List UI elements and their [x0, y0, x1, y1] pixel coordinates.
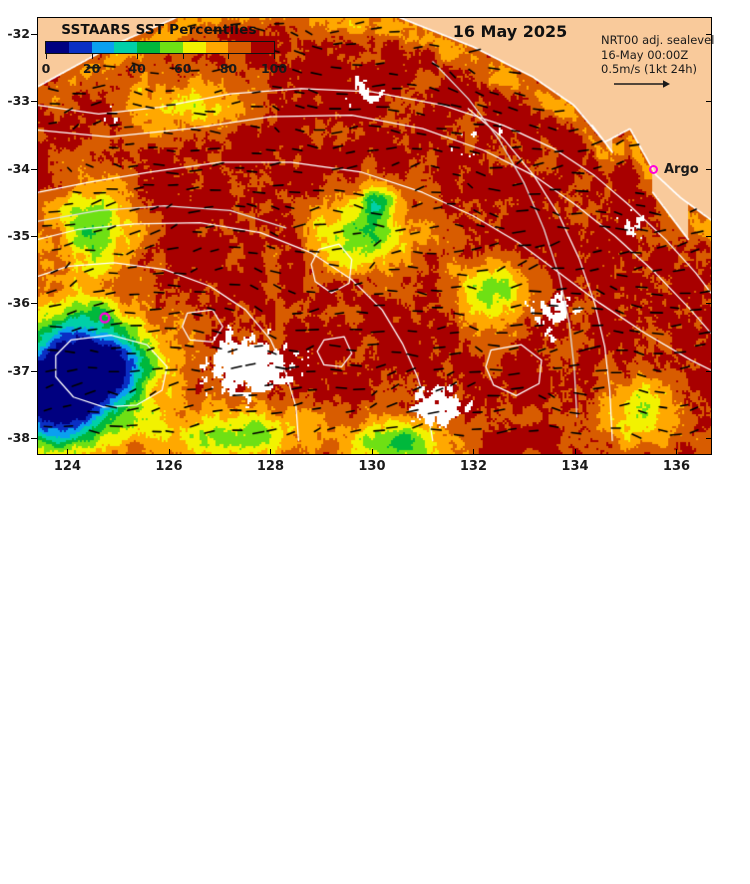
colorbar-tick-label-20: 20: [82, 61, 101, 76]
y-axis-tick-35: [31, 236, 37, 237]
colorbar-tick-label-40: 40: [128, 61, 146, 76]
colorbar-tick-80: [228, 54, 230, 59]
y-axis-tick-38: [31, 438, 37, 440]
y-axis-tick-right-38: [706, 438, 712, 440]
colorbar-band-9: [251, 42, 274, 53]
x-axis-label-136: 136: [662, 459, 691, 474]
colorbar-band-2: [91, 42, 115, 53]
annotation-line-time: 16-May 00:00Z: [601, 47, 689, 62]
y-axis-tick-34: [31, 168, 37, 170]
annotation-line-product: NRT00 adj. sealevel: [601, 33, 715, 47]
x-axis-label-130: 130: [358, 459, 386, 474]
x-axis-tick-130: [371, 449, 373, 455]
colorbar-band-5: [159, 42, 183, 53]
colorbar-swatches: [45, 41, 275, 54]
y-axis-label-37: -37: [7, 362, 30, 378]
colorbar-title: SSTAARS SST Percentiles: [61, 22, 257, 38]
y-axis-tick-right-36: [706, 303, 712, 305]
colorbar-ticks: [45, 54, 275, 61]
colorbar-legend: SSTAARS SST Percentiles 0 20 40 60 80 100: [41, 22, 287, 76]
colorbar-band-7: [205, 42, 229, 53]
map-plot-area: [37, 17, 712, 455]
y-axis-tick-37: [31, 370, 37, 372]
map-date-title: 16 May 2025: [452, 22, 568, 41]
x-axis-tick-132: [473, 449, 475, 455]
colorbar-tick-0: [46, 54, 47, 59]
colorbar-band-0: [46, 42, 69, 53]
x-axis-label-124: 124: [53, 459, 82, 474]
colorbar-tick-40: [137, 54, 139, 59]
colorbar-tick-100: [274, 54, 275, 59]
sst-percentile-heatmap: [38, 18, 711, 454]
x-axis-tick-128: [270, 449, 272, 455]
x-axis-label-126: 126: [155, 459, 183, 474]
colorbar-tick-label-0: 0: [41, 61, 51, 76]
x-axis-tick-136: [676, 449, 678, 455]
annotation-line-scale: 0.5m/s (1kt 24h): [601, 62, 698, 76]
y-axis-label-33: -33: [7, 93, 30, 109]
colorbar-tick-label-60: 60: [174, 61, 192, 76]
x-axis-tick-126: [168, 449, 170, 455]
right-arrow-icon: [614, 79, 670, 88]
sealevel-annotation-block: NRT00 adj. sealevel 16-May 00:00Z 0.5m/s…: [601, 33, 715, 89]
x-axis-tick-124: [67, 449, 69, 455]
y-axis-label-35: -35: [7, 228, 30, 243]
argo-float-marker-icon: [649, 165, 658, 174]
colorbar-band-1: [68, 42, 92, 53]
colorbar-band-6: [182, 42, 206, 53]
colorbar-band-4: [137, 42, 160, 53]
colorbar-tick-label-80: 80: [219, 61, 238, 76]
x-axis-label-128: 128: [256, 459, 285, 474]
y-axis-tick-right-32: [706, 33, 712, 35]
sst-percentile-map-figure: SSTAARS SST Percentiles 0 20 40 60 80 100 16 …: [7, 17, 715, 474]
colorbar-tick-label-100: 100: [260, 61, 288, 76]
colorbar-tick-60: [182, 54, 184, 59]
y-axis-tick-right-34: [706, 168, 712, 170]
colorbar-band-8: [228, 42, 252, 53]
argo-legend: Argo: [649, 162, 699, 177]
colorbar-tick-labels: 0 20 40 60 80 100: [41, 61, 287, 76]
y-axis-label-32: -32: [7, 25, 30, 41]
y-axis-label-36: -36: [7, 295, 30, 311]
argo-legend-label: Argo: [664, 162, 699, 177]
y-axis-tick-right-35: [706, 236, 712, 237]
y-axis-label-34: -34: [7, 160, 30, 176]
x-axis-tick-134: [574, 449, 576, 455]
x-axis-label-134: 134: [561, 459, 589, 474]
y-axis-tick-right-37: [706, 370, 712, 372]
x-axis-label-132: 132: [459, 459, 488, 474]
y-axis-tick-32: [31, 33, 37, 35]
y-axis-tick-36: [31, 303, 37, 305]
colorbar-band-3: [114, 42, 138, 53]
colorbar-tick-20: [91, 54, 93, 59]
y-axis-tick-33: [31, 101, 37, 103]
y-axis-label-38: -38: [7, 430, 30, 446]
y-axis-tick-right-33: [706, 101, 712, 103]
